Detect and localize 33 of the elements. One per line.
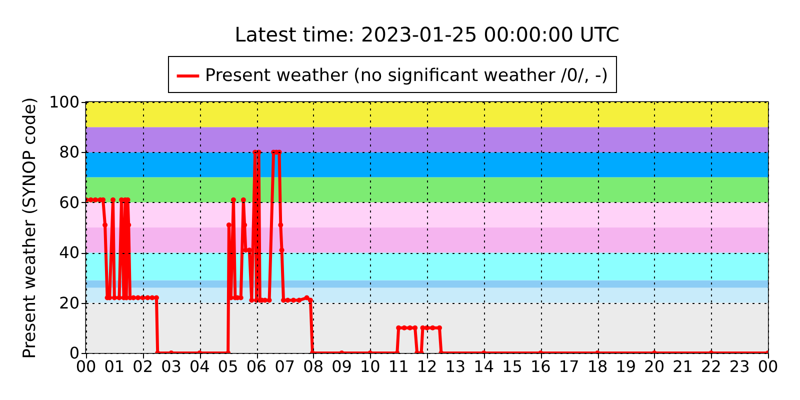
y-tick-label: 40 [59,243,80,262]
y-tick-label: 100 [48,92,80,112]
x-tick-label: 03 [161,357,182,376]
x-tick-label: 02 [132,357,154,376]
x-tick-label: 19 [616,357,636,376]
x-tick-label: 22 [700,357,722,376]
x-tick-label: 06 [246,357,267,376]
x-tick-label: 01 [104,357,125,376]
x-tick-label: 18 [587,357,608,376]
x-tick-label: 17 [558,357,580,376]
y-axis-title: Present weather (SYNOP code) [20,97,40,359]
x-tick-label: 09 [332,357,352,376]
chart-title: Latest time: 2023-01-25 00:00:00 UTC [234,22,620,46]
x-tick-label: 10 [360,357,380,376]
y-tick-label: 20 [59,293,80,312]
y-tick-label: 80 [59,142,80,162]
x-tick-label: 16 [530,357,551,376]
x-tick-label: 00 [758,357,778,376]
x-tick-label: 14 [474,357,494,376]
legend-label: Present weather (no significant weather /0/, -) [205,66,608,86]
x-tick-label: 08 [303,357,324,376]
x-tick-label: 15 [502,357,522,376]
x-tick-label: 05 [218,357,238,376]
y-tick-label: 60 [59,192,80,212]
x-tick-label: 23 [729,357,750,376]
x-tick-label: 11 [388,357,409,376]
x-tick-label: 13 [445,357,466,376]
x-tick-label: 21 [672,357,693,376]
x-tick-label: 04 [189,357,210,376]
x-tick-label: 12 [416,357,438,376]
x-tick-label: 00 [76,357,96,376]
x-tick-label: 20 [644,357,665,376]
x-tick-label: 07 [274,357,296,376]
